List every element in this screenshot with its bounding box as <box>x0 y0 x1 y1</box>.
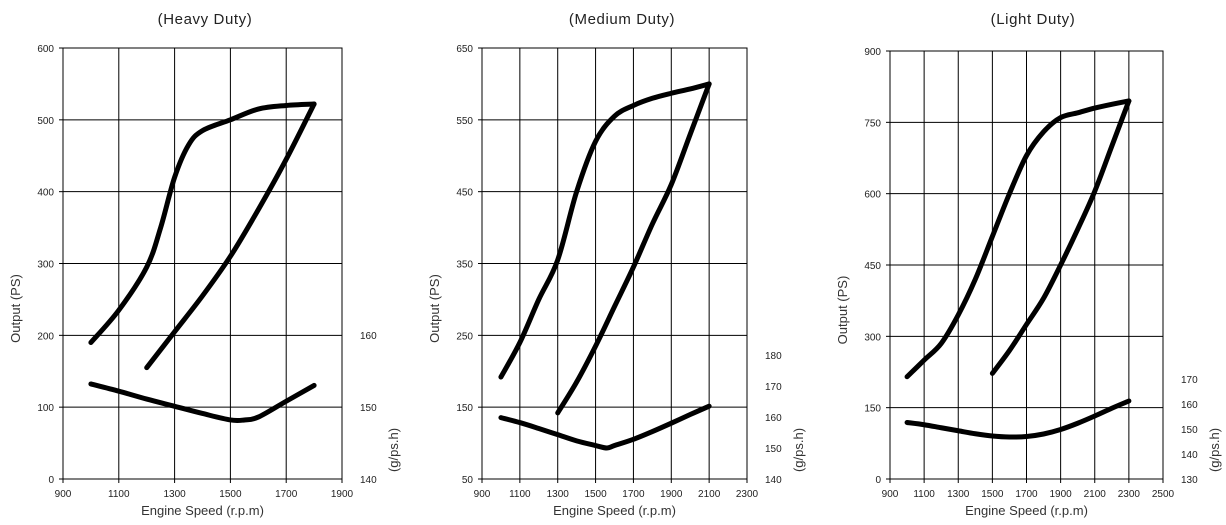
x-tick-label: 1500 <box>584 489 607 500</box>
x-tick-label: 900 <box>55 489 72 500</box>
y-tick-label: 50 <box>462 475 474 486</box>
x-tick-label: 1100 <box>509 489 531 500</box>
y2-tick-label: 140 <box>1181 450 1198 461</box>
chart-panel-3: 900 1100 1300 1500 1700 1900 2100 2300 2500 0 150 3… <box>835 11 1222 518</box>
fuel-consumption-curve <box>88 381 317 424</box>
y-tick-label: 600 <box>37 44 54 55</box>
output-curve-1 <box>498 81 712 380</box>
y-tick-label: 150 <box>456 403 473 414</box>
fuel-consumption-curve <box>498 403 712 451</box>
y-tick-label: 500 <box>37 116 54 127</box>
y-tick-label: 900 <box>864 47 881 58</box>
y-tick-label: 550 <box>456 116 473 127</box>
chart-title: (Medium Duty) <box>569 11 675 28</box>
chart-panel-2: 900 1100 1300 1500 1700 1900 2100 2300 50 150 250 3… <box>427 11 806 518</box>
y2-tick-label: 140 <box>360 475 377 486</box>
y-axis-label: Output (PS) <box>835 276 850 345</box>
x-tick-label: 900 <box>474 489 491 500</box>
y-axis-label: Output (PS) <box>8 274 23 343</box>
y2-tick-label: 160 <box>360 331 377 342</box>
y-tick-label: 600 <box>864 190 881 201</box>
y-tick-label: 650 <box>456 44 473 55</box>
y2-tick-label: 140 <box>765 475 782 486</box>
y-tick-label: 300 <box>37 260 54 271</box>
x-tick-label: 1900 <box>331 489 354 500</box>
y2-axis-label: (g/ps.h) <box>1207 428 1222 472</box>
x-tick-label: 1100 <box>108 489 130 500</box>
x-tick-label: 1100 <box>913 489 935 500</box>
x-tick-label: 900 <box>882 489 899 500</box>
fuel-consumption-curve <box>904 398 1132 440</box>
x-tick-label: 1500 <box>219 489 242 500</box>
x-tick-label: 1900 <box>660 489 683 500</box>
y2-axis-label: (g/ps.h) <box>386 428 401 472</box>
y-tick-label: 0 <box>48 475 54 486</box>
x-tick-label: 1300 <box>947 489 970 500</box>
output-curve-2 <box>144 101 317 371</box>
y-tick-label: 450 <box>864 261 881 272</box>
y2-tick-label: 160 <box>1181 400 1198 411</box>
y-tick-label: 250 <box>456 331 473 342</box>
y-tick-label: 450 <box>456 188 473 199</box>
output-curve-2 <box>555 81 712 416</box>
x-tick-label: 2300 <box>1118 489 1141 500</box>
output-curve-1 <box>904 98 1132 380</box>
y2-tick-label: 170 <box>1181 375 1198 386</box>
x-tick-label: 2100 <box>698 489 721 500</box>
output-curve-2 <box>989 98 1132 376</box>
x-tick-label: 2100 <box>1084 489 1107 500</box>
x-axis-label: Engine Speed (r.p.m) <box>141 503 264 518</box>
y-tick-label: 0 <box>875 475 881 486</box>
y-tick-label: 350 <box>456 260 473 271</box>
x-tick-label: 2500 <box>1152 489 1175 500</box>
y-tick-label: 300 <box>864 332 881 343</box>
x-tick-label: 1700 <box>1015 489 1038 500</box>
x-tick-label: 1300 <box>547 489 570 500</box>
output-curve-1 <box>88 101 317 346</box>
y2-tick-label: 150 <box>1181 425 1198 436</box>
y-tick-label: 100 <box>37 403 54 414</box>
y-axis-label: Output (PS) <box>427 274 442 343</box>
x-tick-label: 1300 <box>163 489 186 500</box>
y-tick-label: 150 <box>864 404 881 415</box>
x-tick-label: 2300 <box>736 489 759 500</box>
y2-tick-label: 180 <box>765 351 782 362</box>
x-axis-label: Engine Speed (r.p.m) <box>965 503 1088 518</box>
y-tick-label: 750 <box>864 118 881 129</box>
y2-tick-label: 160 <box>765 413 782 424</box>
x-tick-label: 1700 <box>622 489 645 500</box>
y2-tick-label: 170 <box>765 382 782 393</box>
chart-panel-1: 900 1100 1300 1500 1700 1900 0 100 200 300 400 500 6… <box>8 11 401 518</box>
y2-tick-label: 130 <box>1181 475 1198 486</box>
x-tick-label: 1500 <box>981 489 1004 500</box>
y2-axis-label: (g/ps.h) <box>791 428 806 472</box>
x-tick-label: 1900 <box>1050 489 1073 500</box>
y-tick-label: 200 <box>37 331 54 342</box>
x-axis-label: Engine Speed (r.p.m) <box>553 503 676 518</box>
chart-title: (Light Duty) <box>991 11 1076 28</box>
x-tick-label: 1700 <box>275 489 298 500</box>
y-tick-label: 400 <box>37 188 54 199</box>
y2-tick-label: 150 <box>765 444 782 455</box>
chart-title: (Heavy Duty) <box>158 11 253 28</box>
y2-tick-label: 150 <box>360 403 377 414</box>
